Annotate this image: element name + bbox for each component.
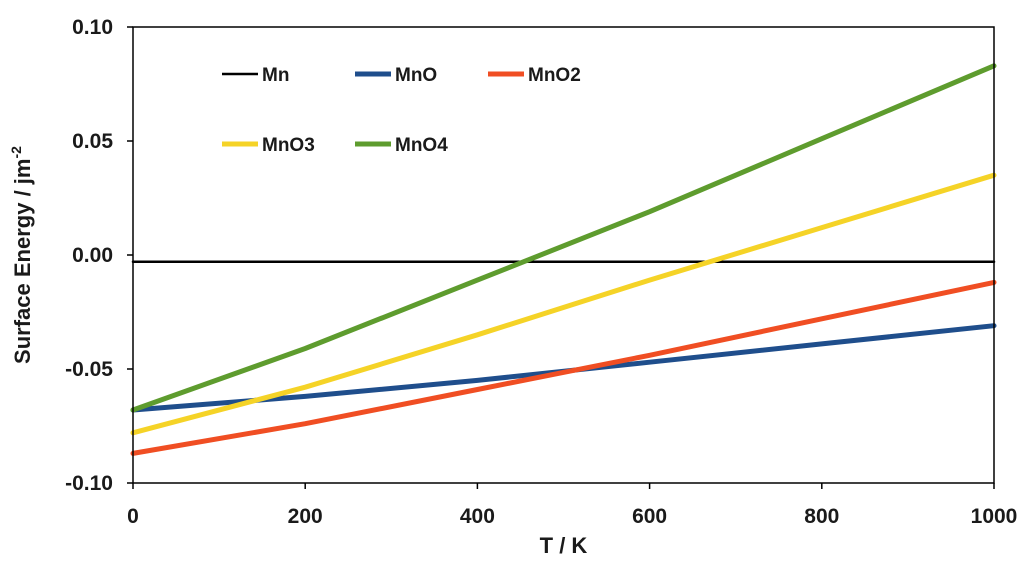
x-tick-label: 800 <box>804 505 839 528</box>
legend-label-mno2: MnO2 <box>528 65 581 86</box>
y-axis-title: Surface Energy / jm-2 <box>8 146 35 364</box>
x-tick-label: 1000 <box>971 505 1018 528</box>
x-tick-label: 400 <box>460 505 495 528</box>
legend: Mn MnO MnO2 MnO3 MnO4 <box>222 65 581 156</box>
series-layer <box>130 63 997 456</box>
x-axis-title: T / K <box>540 533 588 558</box>
legend-label-mno: MnO <box>395 65 437 86</box>
y-tick-label: 0.10 <box>72 16 113 39</box>
y-tick-label: 0.00 <box>72 244 113 267</box>
series-line-mno2 <box>130 279 997 456</box>
series-line-mno4 <box>130 63 997 413</box>
series-line-mno3 <box>130 172 997 436</box>
y-tick-label: 0.05 <box>72 130 113 153</box>
y-axis-title-main: Surface Energy / jm <box>10 159 35 364</box>
y-axis-title-superscript: -2 <box>8 146 24 159</box>
plot-area-border <box>132 26 995 484</box>
x-tick-label: 200 <box>288 505 323 528</box>
x-axis-ticks: 0 200 400 600 800 1000 <box>127 483 1017 528</box>
x-tick-label: 0 <box>127 505 139 528</box>
legend-label-mn: Mn <box>262 65 289 86</box>
x-tick-label: 600 <box>632 505 667 528</box>
legend-label-mno4: MnO4 <box>395 135 448 156</box>
y-axis-ticks: -0.10 -0.05 0.00 0.05 0.10 <box>65 16 133 495</box>
y-tick-label: -0.10 <box>65 472 113 495</box>
y-tick-label: -0.05 <box>65 358 113 381</box>
legend-label-mno3: MnO3 <box>262 135 315 156</box>
